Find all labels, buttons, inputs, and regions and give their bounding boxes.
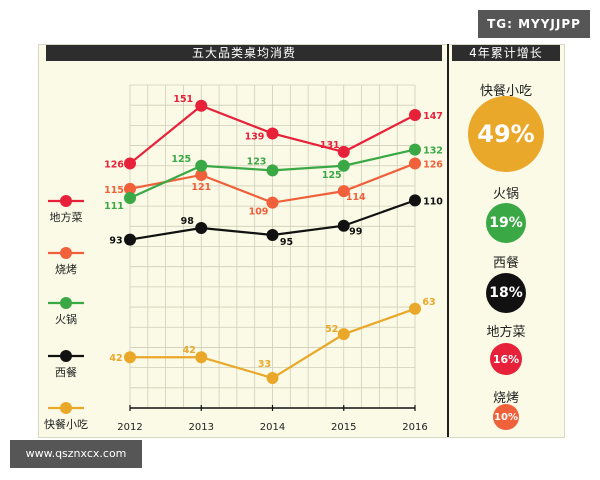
growth-category-label: 地方菜 (486, 325, 526, 340)
legend-marker (60, 350, 72, 362)
data-point (195, 351, 208, 364)
data-label: 151 (173, 94, 193, 105)
data-label: 52 (325, 324, 338, 335)
growth-category-label: 火锅 (492, 187, 519, 202)
data-label: 63 (422, 297, 435, 308)
data-point (409, 143, 421, 156)
data-point (409, 157, 421, 170)
legend-marker (60, 297, 72, 309)
data-point (124, 351, 136, 364)
data-label: 125 (171, 154, 191, 165)
data-point (337, 145, 350, 158)
data-label: 131 (320, 140, 340, 151)
data-point (337, 185, 350, 198)
data-label: 111 (104, 201, 124, 212)
growth-category-label: 烧烤 (492, 391, 519, 406)
data-point (195, 222, 208, 235)
growth-bubble: 49% (468, 96, 544, 172)
data-point (195, 168, 208, 181)
legend-marker (60, 195, 72, 207)
data-label: 42 (183, 345, 196, 356)
data-label: 125 (322, 170, 342, 181)
data-point (124, 233, 136, 246)
data-label: 126 (423, 159, 443, 170)
data-point (124, 192, 136, 205)
data-point (266, 164, 279, 177)
data-label: 139 (245, 131, 265, 142)
data-label: 126 (104, 159, 124, 170)
x-tick-label: 2015 (331, 422, 356, 433)
website-badge: www.qsznxcx.com (10, 440, 142, 468)
data-point (409, 302, 421, 315)
data-label: 132 (423, 146, 443, 157)
chart-title-bar: 五大品类桌均消费 (46, 45, 442, 61)
data-label: 114 (346, 192, 366, 203)
growth-category-label: 西餐 (492, 256, 519, 271)
data-point (124, 182, 136, 195)
data-point (266, 196, 279, 209)
panel-divider (447, 44, 449, 437)
data-label: 99 (349, 227, 362, 238)
legend-label: 烧烤 (55, 262, 77, 276)
data-point (266, 228, 279, 241)
data-label: 93 (109, 236, 122, 247)
legend-label: 快餐小吃 (44, 417, 88, 431)
x-tick-label: 2013 (189, 422, 214, 433)
legend-label: 地方菜 (50, 210, 83, 224)
data-label: 95 (280, 237, 293, 248)
data-point (195, 99, 208, 112)
data-point (409, 194, 421, 207)
growth-bubble: 10% (493, 404, 519, 430)
x-tick-label: 2016 (402, 422, 427, 433)
data-label: 115 (104, 185, 124, 196)
data-label: 147 (423, 111, 443, 122)
legend-marker (60, 247, 72, 259)
chart-title: 五大品类桌均消费 (191, 46, 296, 60)
data-point (337, 219, 350, 232)
x-tick-label: 2012 (117, 422, 142, 433)
growth-bubble: 18% (486, 273, 526, 313)
data-point (266, 372, 279, 385)
growth-category-label: 快餐小吃 (479, 84, 532, 99)
growth-bubble: 19% (486, 203, 526, 243)
legend-label: 火锅 (55, 313, 77, 326)
data-label: 98 (181, 216, 195, 227)
data-point (124, 157, 136, 170)
telegram-badge: TG: MYYJJPP (478, 10, 590, 38)
data-label: 123 (247, 156, 267, 167)
data-label: 110 (423, 196, 443, 207)
data-point (337, 328, 350, 341)
data-point (337, 159, 350, 172)
legend-marker (60, 402, 72, 414)
growth-bubble: 16% (490, 343, 522, 375)
legend-label: 西餐 (55, 365, 77, 379)
data-point (195, 159, 208, 172)
data-label: 42 (109, 353, 122, 364)
growth-title: 4年累计增长 (469, 46, 543, 60)
growth-title-bar: 4年累计增长 (452, 45, 560, 61)
data-label: 121 (191, 182, 211, 193)
data-label: 33 (258, 359, 271, 370)
data-label: 109 (249, 207, 269, 218)
data-point (266, 127, 279, 140)
x-tick-label: 2014 (260, 422, 285, 433)
data-point (409, 108, 421, 121)
